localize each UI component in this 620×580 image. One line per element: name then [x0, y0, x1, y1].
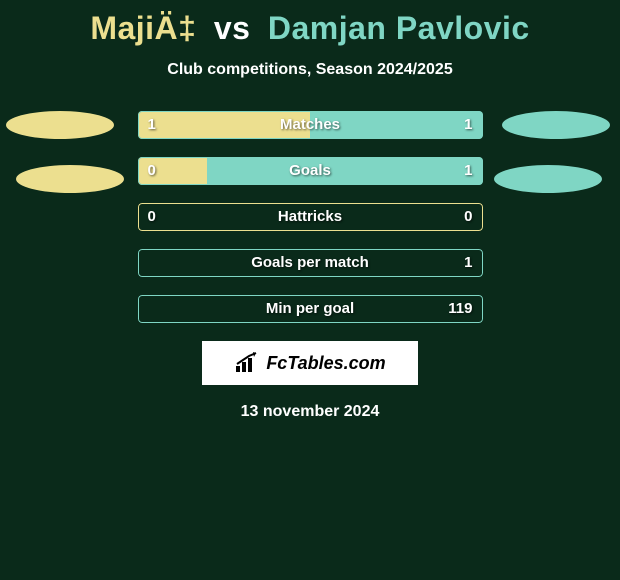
fctables-logo[interactable]: FcTables.com: [202, 341, 418, 385]
right-value: 0: [464, 203, 472, 231]
title-right-player: Damjan Pavlovic: [268, 10, 530, 46]
left-value: 0: [148, 203, 156, 231]
right-value: 119: [448, 295, 472, 323]
left-ellipse-0: [6, 111, 114, 139]
right-ellipse-1: [494, 165, 602, 193]
stat-row-goals-per-match: 1Goals per match: [138, 249, 483, 277]
stat-row-goals: 01Goals: [138, 157, 483, 185]
logo-text: FcTables.com: [266, 353, 385, 374]
subtitle: Club competitions, Season 2024/2025: [0, 61, 620, 79]
right-ellipse-0: [502, 111, 610, 139]
stat-row-hattricks: 0 0Hattricks: [138, 203, 483, 231]
title-left-player: MajiÄ‡: [90, 10, 196, 46]
right-bar: [310, 111, 483, 139]
stat-row-matches: 11Matches: [138, 111, 483, 139]
row-label: Goals per match: [138, 249, 483, 277]
row-label: Hattricks: [138, 203, 483, 231]
date-label: 13 november 2024: [0, 403, 620, 421]
left-bar: [138, 157, 207, 185]
right-bar: [207, 157, 483, 185]
left-bar: [138, 111, 311, 139]
chart-icon: [234, 352, 262, 374]
title-separator: vs: [214, 10, 251, 46]
page-title: MajiÄ‡ vs Damjan Pavlovic: [0, 0, 620, 47]
stat-row-min-per-goal: 119Min per goal: [138, 295, 483, 323]
right-value: 1: [464, 249, 472, 277]
comparison-chart: 11Matches 01Goals 0 0Hattricks 1Goals per ma…: [0, 111, 620, 421]
row-label: Min per goal: [138, 295, 483, 323]
left-ellipse-1: [16, 165, 124, 193]
